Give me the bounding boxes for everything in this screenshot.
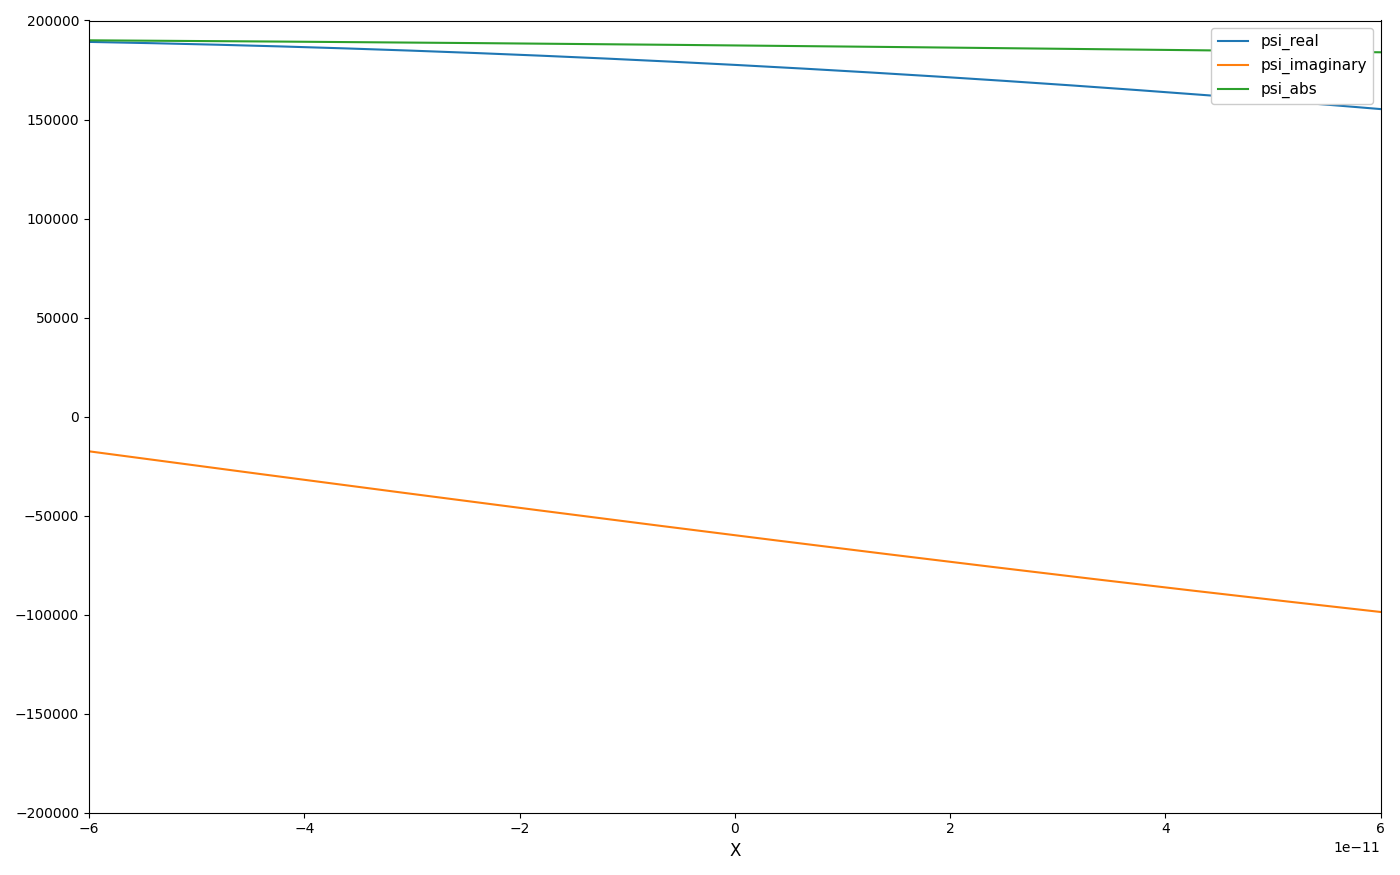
X-axis label: X: X	[729, 842, 741, 860]
psi_real	[87, 37, 104, 47]
psi_imaginary	[333, 480, 350, 490]
psi_abs	[81, 35, 98, 46]
Line: psi_abs: psi_abs	[90, 40, 1380, 52]
psi_imaginary	[1303, 599, 1320, 610]
psi_abs	[134, 35, 151, 46]
Line: psi_imaginary: psi_imaginary	[90, 452, 1380, 612]
psi_real	[333, 43, 350, 53]
psi_abs	[87, 35, 104, 46]
psi_imaginary	[81, 446, 98, 457]
psi_abs	[158, 36, 175, 46]
psi_abs	[1303, 46, 1320, 57]
psi_imaginary	[1372, 606, 1389, 617]
psi_real	[1303, 98, 1320, 108]
psi_real	[81, 37, 98, 47]
psi_abs	[713, 40, 729, 51]
psi_imaginary	[713, 528, 729, 539]
psi_abs	[1372, 47, 1389, 58]
psi_real	[134, 38, 151, 48]
Legend: psi_real, psi_imaginary, psi_abs: psi_real, psi_imaginary, psi_abs	[1211, 28, 1373, 104]
psi_real	[713, 59, 729, 69]
Line: psi_real: psi_real	[90, 42, 1380, 109]
psi_abs	[333, 37, 350, 47]
psi_imaginary	[134, 453, 151, 464]
psi_real	[1372, 104, 1389, 115]
psi_imaginary	[87, 447, 104, 458]
psi_real	[158, 38, 175, 49]
psi_imaginary	[158, 457, 175, 467]
